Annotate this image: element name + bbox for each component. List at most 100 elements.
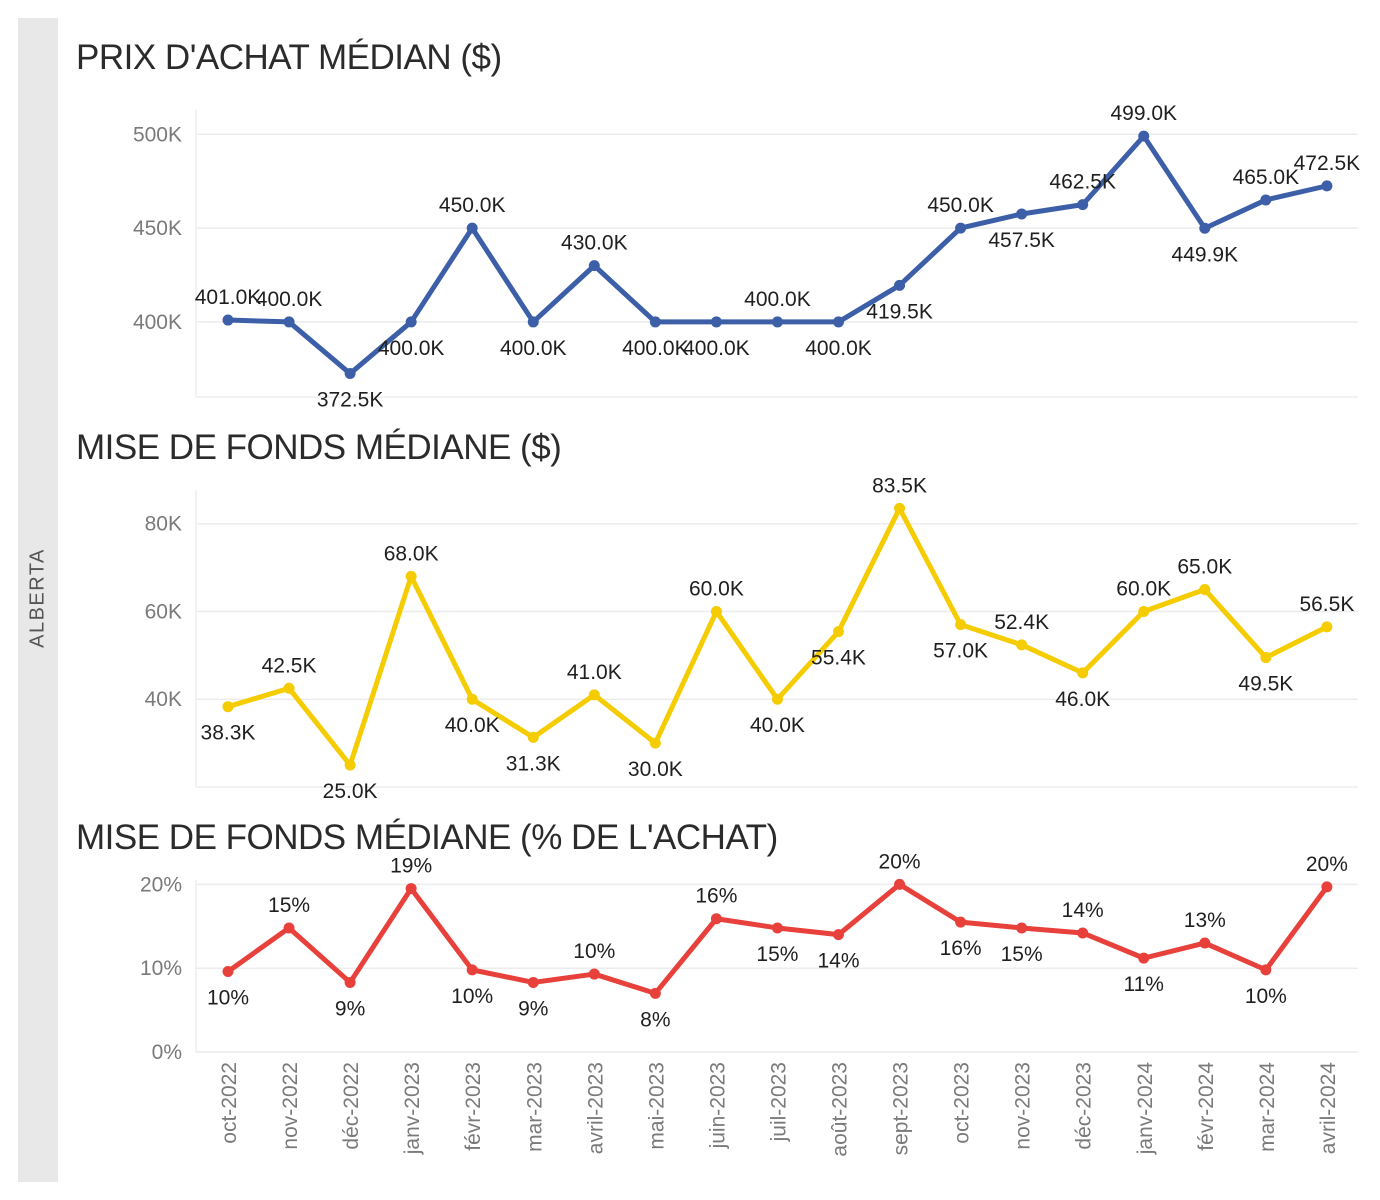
data-label: 462.5K: [1049, 171, 1116, 194]
data-point: [1077, 667, 1089, 679]
data-label: 10%: [573, 940, 615, 963]
y-tick-label: 20%: [140, 873, 182, 896]
data-label: 472.5K: [1294, 152, 1361, 175]
data-label: 15%: [268, 894, 310, 917]
data-label: 400.0K: [683, 337, 750, 360]
data-label: 400.0K: [622, 337, 689, 360]
data-label: 11%: [1124, 973, 1164, 996]
data-point: [833, 929, 844, 941]
data-label: 401.0K: [195, 286, 262, 309]
data-label: 65.0K: [1177, 556, 1232, 579]
data-point: [405, 316, 417, 328]
data-label: 19%: [390, 855, 432, 878]
data-label: 68.0K: [384, 542, 439, 565]
data-point: [1321, 180, 1333, 192]
data-point: [1199, 584, 1211, 596]
data-point: [344, 976, 356, 988]
data-point: [955, 619, 967, 631]
y-tick-label: 10%: [140, 957, 182, 980]
data-point: [466, 693, 478, 705]
data-label: 10%: [207, 987, 249, 1010]
data-label: 20%: [879, 850, 921, 873]
data-label: 8%: [640, 1008, 670, 1031]
data-label: 16%: [695, 885, 737, 908]
data-label: 465.0K: [1233, 166, 1300, 189]
x-tick-label: févr-2024: [1195, 1062, 1218, 1151]
data-label: 56.5K: [1299, 593, 1354, 616]
data-point: [771, 922, 783, 934]
data-point: [649, 737, 661, 749]
y-tick-label: 60K: [145, 600, 182, 623]
x-tick-label: juin-2023: [706, 1062, 729, 1149]
data-point: [955, 222, 967, 234]
x-tick-label: mar-2023: [523, 1062, 546, 1152]
data-label: 400.0K: [500, 337, 567, 360]
x-tick-label: déc-2022: [340, 1062, 363, 1150]
data-point: [894, 502, 906, 514]
x-tick-label: mai-2023: [645, 1062, 668, 1150]
data-label: 400.0K: [378, 337, 445, 360]
data-label: 20%: [1306, 853, 1348, 876]
data-point: [1016, 922, 1028, 934]
data-label: 16%: [940, 937, 982, 960]
data-point: [1260, 964, 1272, 976]
chart-title-prix-achat: PRIX D'ACHAT MÉDIAN ($): [76, 38, 502, 77]
data-point: [710, 316, 722, 328]
chart-title-mise-de-fonds: MISE DE FONDS MÉDIANE ($): [76, 428, 562, 467]
data-point: [1077, 927, 1089, 939]
data-label: 430.0K: [561, 232, 628, 255]
data-point: [1138, 130, 1150, 142]
data-label: 60.0K: [689, 577, 744, 600]
data-point: [344, 759, 356, 771]
data-point: [283, 682, 295, 694]
data-point: [894, 878, 906, 890]
data-label: 42.5K: [262, 654, 317, 677]
data-label: 10%: [451, 985, 493, 1008]
x-tick-label: janv-2024: [1134, 1062, 1157, 1156]
data-label: 30.0K: [628, 758, 683, 781]
data-label: 372.5K: [317, 389, 384, 412]
y-tick-label: 450K: [133, 217, 182, 240]
data-point: [710, 913, 722, 925]
data-point: [1077, 199, 1089, 211]
data-label: 83.5K: [872, 474, 927, 497]
data-label: 49.5K: [1238, 673, 1293, 696]
data-point: [1199, 222, 1211, 234]
data-point: [649, 987, 661, 999]
y-tick-label: 500K: [133, 123, 182, 146]
data-point: [833, 626, 844, 638]
x-tick-label: mar-2024: [1256, 1062, 1279, 1152]
y-tick-label: 40K: [145, 688, 182, 711]
data-point: [894, 279, 906, 291]
data-point: [222, 966, 234, 978]
data-point: [283, 922, 295, 934]
data-label: 40.0K: [750, 714, 805, 737]
data-point: [833, 316, 844, 328]
data-point: [527, 316, 539, 328]
x-tick-label: déc-2023: [1073, 1062, 1096, 1150]
data-label: 457.5K: [988, 229, 1055, 252]
data-label: 60.0K: [1116, 577, 1171, 600]
data-label: 14%: [817, 950, 859, 973]
data-label: 15%: [756, 943, 798, 966]
data-label: 9%: [335, 997, 365, 1020]
data-point: [771, 316, 783, 328]
data-point: [710, 605, 722, 617]
data-point: [405, 570, 417, 582]
data-point: [588, 968, 600, 980]
x-tick-label: oct-2023: [951, 1062, 974, 1144]
data-point: [1260, 652, 1272, 664]
x-tick-label: oct-2022: [218, 1062, 241, 1144]
data-label: 15%: [1001, 943, 1043, 966]
data-label: 31.3K: [506, 752, 561, 775]
data-point: [527, 731, 539, 743]
data-label: 46.0K: [1055, 688, 1110, 711]
x-tick-label: sept-2023: [890, 1062, 913, 1155]
data-label: 449.9K: [1172, 243, 1239, 266]
data-point: [527, 976, 539, 988]
data-label: 25.0K: [323, 780, 378, 803]
data-point: [405, 883, 417, 895]
data-point: [1321, 621, 1333, 633]
y-tick-label: 80K: [145, 513, 182, 536]
